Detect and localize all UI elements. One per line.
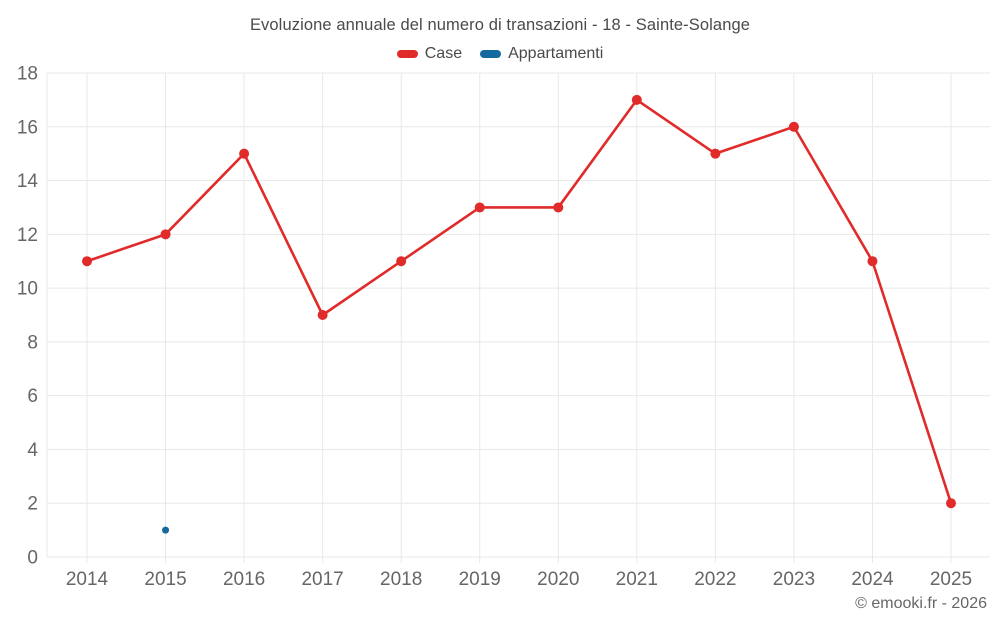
svg-text:2019: 2019 [459,569,501,590]
svg-text:2021: 2021 [616,569,658,590]
svg-text:2: 2 [27,494,38,515]
case-series-swatch-icon [396,50,418,58]
svg-text:2018: 2018 [380,569,422,590]
svg-text:2025: 2025 [930,569,972,590]
legend-item-case[interactable]: Case [396,45,463,63]
svg-text:2023: 2023 [773,569,815,590]
svg-text:16: 16 [17,117,38,138]
svg-text:6: 6 [27,386,38,407]
legend: Case Appartamenti [0,45,1000,63]
legend-label-appartamenti: Appartamenti [508,45,604,62]
legend-label-case: Case [424,45,463,62]
svg-text:2020: 2020 [537,569,579,590]
svg-text:2016: 2016 [223,569,265,590]
svg-text:2024: 2024 [851,569,894,590]
svg-text:0: 0 [27,548,38,569]
svg-text:8: 8 [27,332,38,353]
svg-text:2022: 2022 [694,569,736,590]
svg-text:14: 14 [17,171,39,192]
svg-text:10: 10 [17,279,38,300]
svg-text:2017: 2017 [301,569,343,590]
svg-text:12: 12 [17,225,38,246]
chart-title: Evoluzione annuale del numero di transaz… [249,16,751,34]
copyright-text: © emooki.fr - 2026 [855,595,987,612]
svg-text:18: 18 [17,64,38,85]
svg-text:2015: 2015 [144,569,186,590]
svg-text:4: 4 [27,440,38,461]
appartamenti-series-swatch-icon [480,50,502,58]
svg-text:2014: 2014 [66,569,109,590]
legend-item-appartamenti[interactable]: Appartamenti [480,45,603,63]
